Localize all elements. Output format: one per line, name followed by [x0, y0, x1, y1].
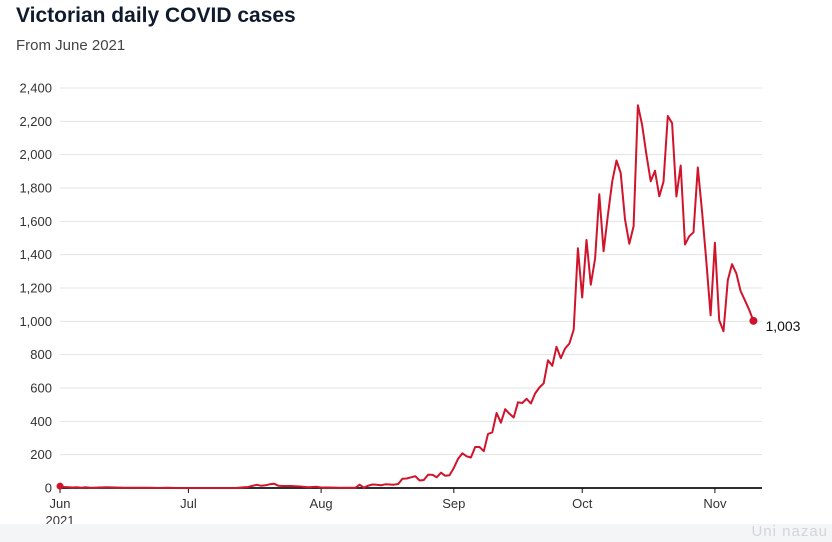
y-tick-label: 2,200 [19, 114, 52, 129]
chart-title: Victorian daily COVID cases [16, 4, 296, 27]
y-tick-label: 2,000 [19, 147, 52, 162]
x-tick-label: Jun [50, 496, 71, 511]
footer-bar [0, 524, 832, 542]
watermark: Uni nazau [751, 523, 828, 540]
x-tick-label: Jul [180, 496, 197, 511]
end-value-label: 1,003 [765, 318, 800, 334]
end-marker [749, 316, 758, 325]
y-tick-label: 1,800 [19, 181, 52, 196]
y-tick-label: 1,400 [19, 247, 52, 262]
y-tick-label: 2,400 [19, 81, 52, 96]
y-tick-label: 600 [30, 381, 52, 396]
series-line [59, 104, 755, 489]
x-tick-label: Oct [572, 496, 593, 511]
gridlines [60, 87, 762, 456]
y-tick-label: 200 [30, 447, 52, 462]
x-tick-label: Nov [703, 496, 727, 511]
y-tick-label: 0 [45, 481, 52, 496]
y-axis: 0 200 400 600 800 1,000 1,200 1,400 1,600 1,800 2,… [19, 81, 52, 496]
y-tick-label: 400 [30, 414, 52, 429]
y-tick-label: 1,600 [19, 214, 52, 229]
start-marker [56, 482, 64, 490]
y-tick-label: 800 [30, 347, 52, 362]
y-tick-label: 1,000 [19, 314, 52, 329]
x-tick-label: Sep [442, 496, 465, 511]
y-tick-label: 1,200 [19, 281, 52, 296]
x-tick-label: Aug [310, 496, 333, 511]
chart-subtitle: From June 2021 [16, 37, 126, 54]
